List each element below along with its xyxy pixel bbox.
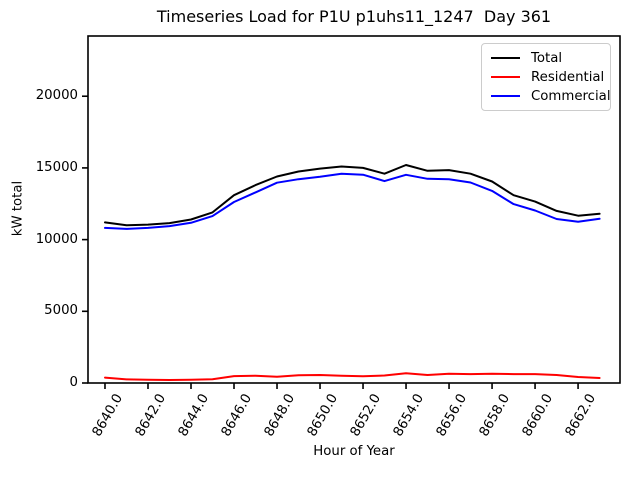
y-tick-label: 10000	[35, 231, 78, 247]
y-tick-label: 0	[69, 375, 78, 390]
y-tick-label: 5000	[44, 303, 78, 319]
legend-entry-residential: Residential	[491, 69, 605, 85]
legend-entry-commercial: Commercial	[491, 88, 611, 104]
y-tick-label: 15000	[35, 159, 78, 175]
series-line-residential	[104, 372, 601, 381]
axes-spines	[87, 35, 621, 384]
legend-label-residential: Residential	[531, 69, 605, 85]
legend-entry-total: Total	[491, 50, 601, 66]
legend-line-swatch-total	[491, 56, 520, 60]
legend: Total Residential Commercial	[481, 43, 611, 111]
chart-title: Timeseries Load for P1U p1uhs11_1247 Day…	[156, 7, 552, 26]
x-axis-label: Hour of Year	[313, 444, 395, 459]
legend-label-total: Total	[531, 50, 563, 66]
series-line-commercial	[104, 172, 601, 230]
legend-label-commercial: Commercial	[531, 88, 611, 104]
legend-line-swatch-commercial	[491, 94, 520, 98]
legend-line-swatch-residential	[491, 75, 520, 79]
series-line-total	[104, 164, 601, 227]
y-tick-label: 20000	[35, 88, 78, 104]
